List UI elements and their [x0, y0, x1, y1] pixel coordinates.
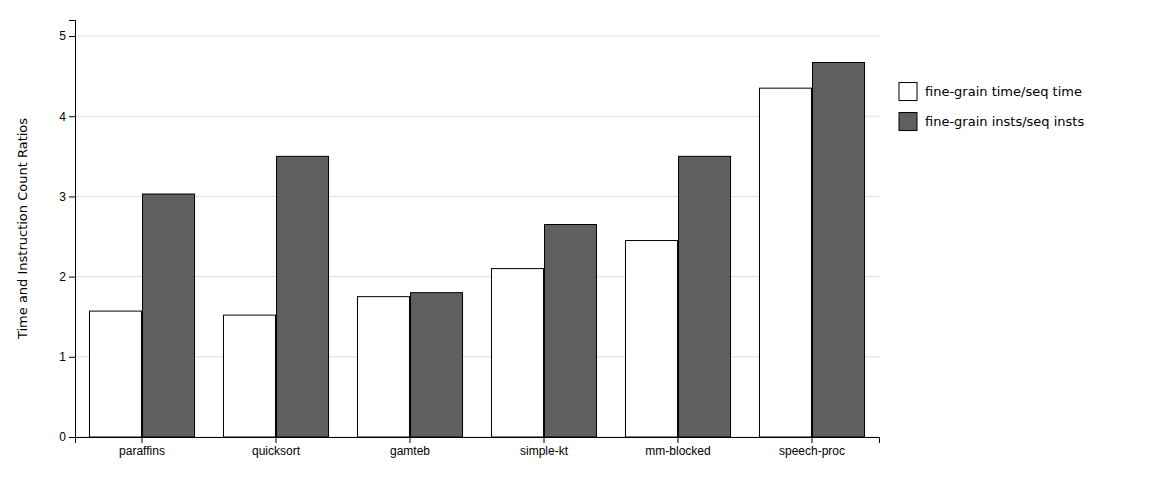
bars	[89, 63, 864, 437]
x-tick-label: simple-kt	[520, 444, 569, 458]
y-tick: 1	[59, 350, 75, 364]
x-tick-mark	[812, 437, 813, 443]
bar	[411, 293, 463, 437]
grid-line	[75, 356, 879, 357]
bar	[277, 156, 329, 437]
x-axis: paraffins quicksort gamteb simple-kt mm-bloc…	[76, 437, 880, 458]
grid-line	[75, 276, 879, 277]
legend-label: fine-grain insts/seq insts	[925, 114, 1084, 129]
legend-item: fine-grain insts/seq insts	[899, 113, 1084, 131]
x-tick-mark	[142, 437, 143, 443]
y-axis-line	[69, 21, 76, 438]
bar	[89, 311, 141, 437]
bar	[143, 194, 195, 437]
bar	[625, 241, 677, 437]
x-tick: quicksort	[252, 437, 301, 458]
y-axis: 0 1 2 3 4 5	[59, 21, 75, 445]
chart: 0 1 2 3 4 5 paraffins quicksort gamteb simple-kt m…	[0, 0, 1149, 482]
x-tick: speech-proc	[779, 437, 845, 458]
x-tick-mark	[410, 437, 411, 443]
x-tick-label: gamteb	[390, 444, 430, 458]
bar	[813, 63, 865, 437]
grid-line	[75, 116, 879, 117]
x-tick-label: quicksort	[252, 444, 301, 458]
y-tick-mark	[69, 277, 75, 278]
y-tick-label: 0	[59, 430, 66, 444]
y-tick-label: 4	[59, 110, 66, 124]
bar-series	[143, 63, 865, 437]
legend-swatch	[899, 113, 917, 131]
bar	[357, 297, 409, 437]
x-tick: mm-blocked	[645, 437, 710, 458]
y-tick-mark	[69, 357, 75, 358]
x-tick: simple-kt	[520, 437, 569, 458]
y-tick-mark	[69, 116, 75, 117]
legend-item: fine-grain time/seq time	[899, 83, 1082, 101]
x-tick: paraffins	[119, 437, 165, 458]
y-tick-label: 5	[59, 29, 66, 43]
y-tick: 5	[59, 29, 75, 43]
x-tick: gamteb	[390, 437, 430, 458]
x-tick-mark	[678, 437, 679, 443]
x-tick-mark	[544, 437, 545, 443]
y-tick: 0	[59, 430, 75, 444]
bar	[491, 269, 543, 437]
y-axis-title: Time and Instruction Count Ratios	[15, 118, 30, 340]
grid-line	[75, 36, 879, 37]
bar	[223, 315, 275, 437]
y-tick-label: 2	[59, 270, 66, 284]
x-tick-mark	[276, 437, 277, 443]
y-tick: 3	[59, 190, 75, 204]
y-tick-label: 1	[59, 350, 66, 364]
y-tick: 4	[59, 110, 75, 124]
y-tick-label: 3	[59, 190, 66, 204]
y-tick-mark	[69, 36, 75, 37]
grid	[75, 36, 879, 437]
x-tick-label: speech-proc	[779, 444, 845, 458]
y-tick-mark	[69, 196, 75, 197]
legend-swatch	[899, 83, 917, 101]
bar	[759, 88, 811, 437]
x-tick-label: paraffins	[119, 444, 165, 458]
legend: fine-grain time/seq time fine-grain insts…	[899, 83, 1084, 131]
x-tick-label: mm-blocked	[645, 444, 710, 458]
grid-line	[75, 196, 879, 197]
x-axis-line	[76, 438, 880, 444]
bar-series	[89, 88, 811, 437]
plot: 0 1 2 3 4 5 paraffins quicksort gamteb simple-kt m…	[15, 21, 880, 458]
bar	[545, 224, 597, 437]
y-tick: 2	[59, 270, 75, 284]
legend-label: fine-grain time/seq time	[925, 84, 1082, 99]
y-tick-mark	[69, 437, 75, 438]
bar	[679, 156, 731, 437]
